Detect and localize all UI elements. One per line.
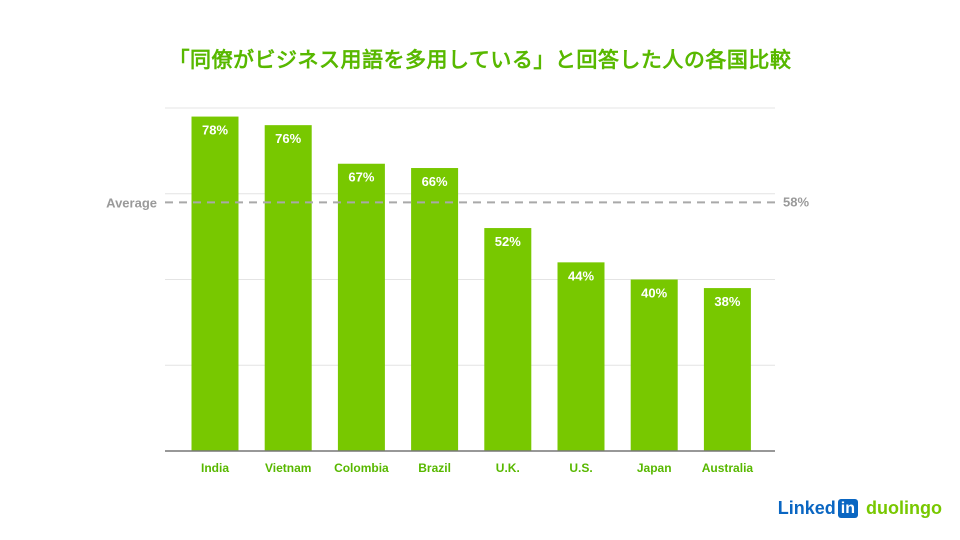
- data-label: 78%: [202, 123, 228, 138]
- category-label: Japan: [637, 461, 672, 475]
- linkedin-logo: Linked in: [778, 498, 859, 519]
- category-label: U.K.: [496, 461, 520, 475]
- bar: [337, 163, 385, 452]
- bar: [703, 288, 751, 451]
- category-label: U.S.: [569, 461, 592, 475]
- data-label: 66%: [422, 174, 448, 189]
- bar: [264, 125, 312, 452]
- data-label: 67%: [348, 170, 374, 185]
- chart-title: 「同僚がビジネス用語を多用している」と回答した人の各国比較: [168, 48, 792, 72]
- data-label: 52%: [495, 234, 521, 249]
- bar: [484, 228, 532, 451]
- category-label: Brazil: [418, 461, 451, 475]
- average-label: Average: [106, 195, 157, 210]
- bar: [411, 168, 459, 451]
- data-label: 40%: [641, 286, 667, 301]
- data-label: 44%: [568, 268, 594, 283]
- category-label: Colombia: [334, 461, 389, 475]
- category-label: India: [201, 461, 229, 475]
- logos: Linked in duolingo: [778, 498, 942, 519]
- duolingo-logo: duolingo: [866, 498, 942, 518]
- average-value-label: 58%: [783, 194, 809, 209]
- category-label: Vietnam: [265, 461, 311, 475]
- bar: [191, 116, 239, 451]
- bar: [557, 262, 605, 451]
- bar: [630, 279, 678, 451]
- data-label: 38%: [714, 294, 740, 309]
- category-label: Australia: [702, 461, 754, 475]
- data-label: 76%: [275, 131, 301, 146]
